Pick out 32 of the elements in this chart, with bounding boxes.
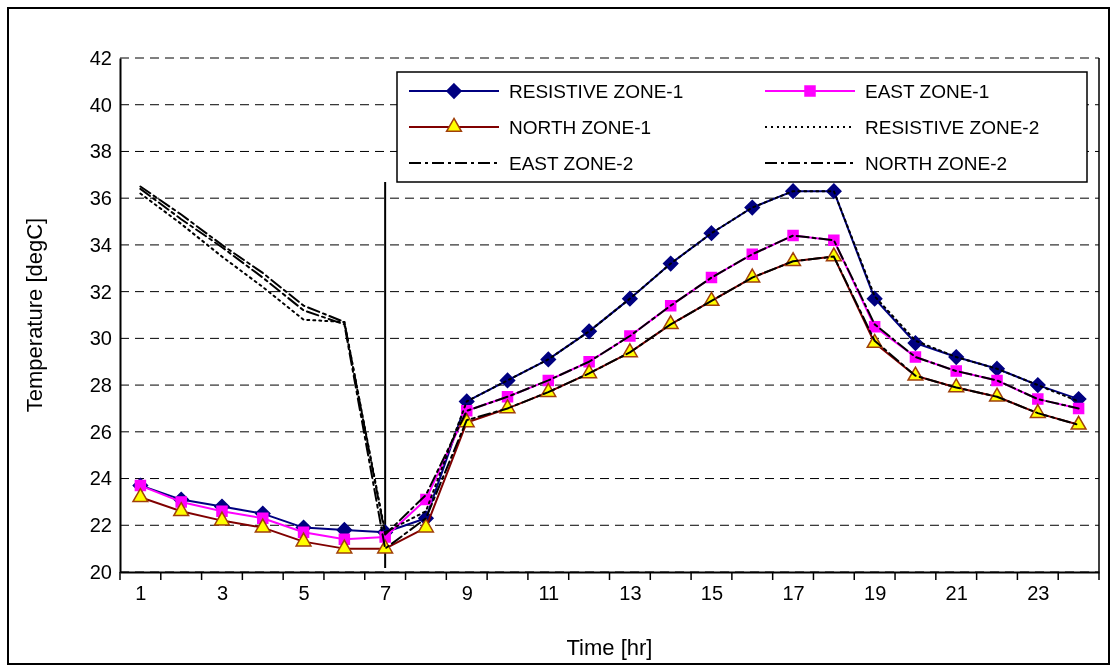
x-tick-label: 19 [864,582,887,605]
y-tick-label: 40 [89,93,112,116]
y-tick-label: 20 [89,560,112,583]
legend-label: NORTH ZONE-1 [509,117,652,138]
legend-label: NORTH ZONE-2 [865,153,1008,174]
y-tick-label: 34 [89,233,112,256]
x-tick-label: 21 [945,582,968,605]
x-tick-label: 9 [461,582,473,605]
y-tick-label: 28 [89,373,112,396]
x-tick-label: 15 [700,582,724,605]
y-tick-label: 24 [89,467,112,490]
y-tick-label: 30 [89,327,112,350]
x-tick-label: 13 [619,582,642,605]
y-tick-label: 36 [89,187,112,210]
legend-label: EAST ZONE-2 [509,153,634,174]
x-axis-title: Time [hr] [566,635,653,660]
y-tick-label: 22 [89,514,112,537]
y-tick-label: 42 [89,46,112,69]
x-tick-label: 23 [1027,582,1050,605]
y-tick-label: 32 [89,280,112,303]
legend-label: RESISTIVE ZONE-2 [865,117,1040,138]
legend-label: EAST ZONE-1 [865,81,990,102]
x-tick-label: 17 [782,582,805,605]
legend-label: RESISTIVE ZONE-1 [509,81,684,102]
y-tick-label: 38 [89,140,112,163]
x-tick-label: 3 [216,582,229,605]
y-tick-label: 26 [89,420,112,443]
x-tick-label: 5 [298,582,310,605]
x-tick-label: 1 [135,582,147,605]
x-tick-label: 7 [380,582,392,605]
x-tick-label: 11 [538,582,560,605]
y-axis-title: Temperature [degC] [22,217,47,413]
